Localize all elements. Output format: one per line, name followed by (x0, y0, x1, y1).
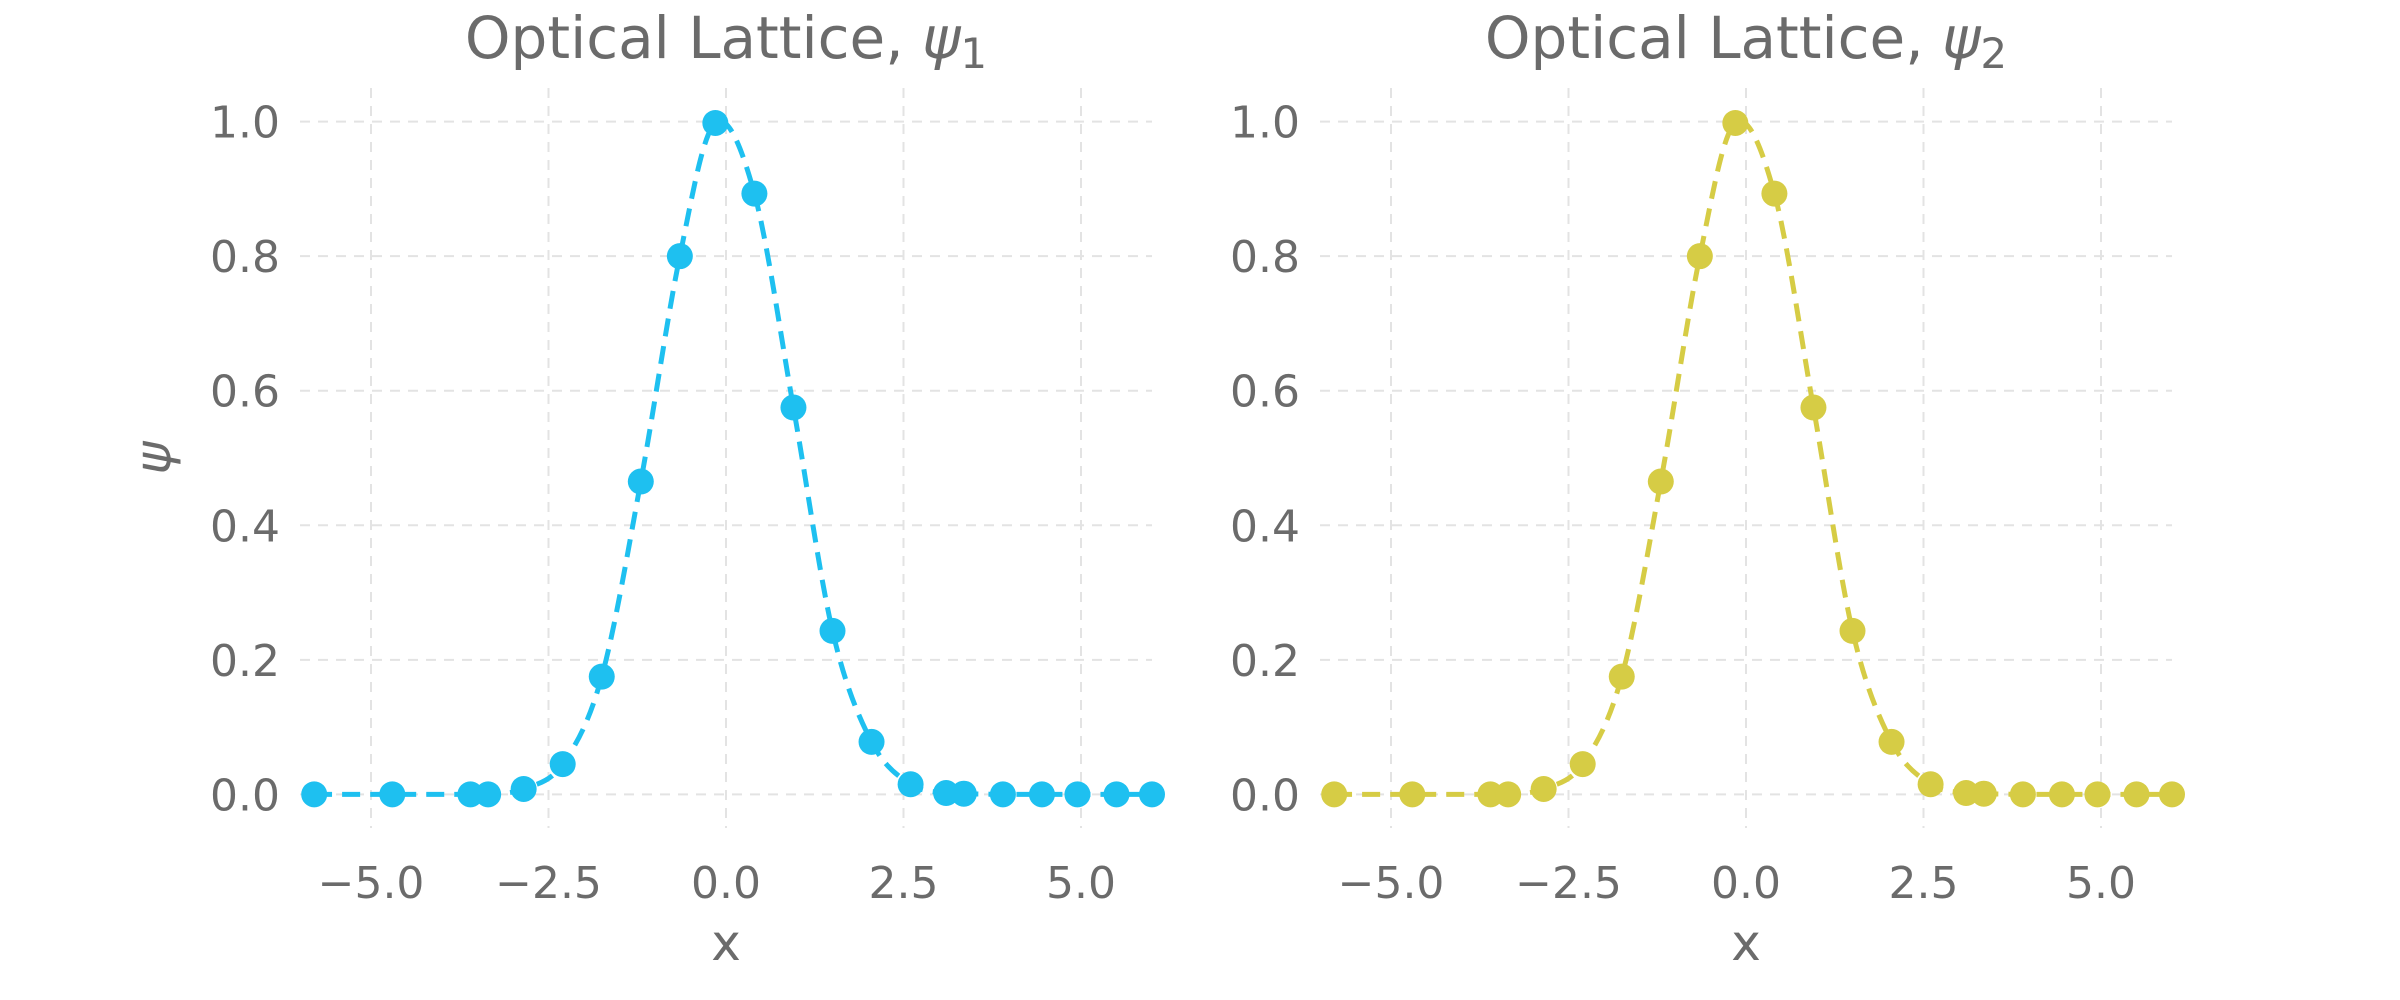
data-point (1569, 751, 1596, 778)
data-point (2123, 781, 2150, 808)
y-tick-label: 0.8 (1230, 232, 1300, 283)
x-tick-label: −2.5 (495, 858, 602, 909)
data-point (627, 468, 654, 495)
series-line (1334, 118, 2172, 798)
y-tick-label: 0.2 (210, 636, 280, 687)
data-point (1722, 109, 1749, 136)
data-point (1103, 781, 1130, 808)
y-tick-label: 1.0 (1230, 98, 1300, 149)
data-point (1399, 781, 1426, 808)
data-point (1970, 780, 1997, 807)
data-point (2048, 781, 2075, 808)
data-point (510, 775, 537, 802)
data-point (2084, 781, 2111, 808)
y-tick-label: 0.0 (210, 770, 280, 821)
data-point (549, 751, 576, 778)
x-tick-label: 0.0 (1711, 858, 1781, 909)
y-tick-label: 0.2 (1230, 636, 1300, 687)
data-point (301, 781, 328, 808)
data-point (1321, 781, 1348, 808)
data-point (1608, 663, 1635, 690)
x-tick-label: −5.0 (1338, 858, 1445, 909)
chart-title: Optical Lattice, ψ1 (465, 4, 987, 78)
y-tick-label: 0.4 (210, 501, 280, 552)
data-point (1064, 781, 1091, 808)
data-point (950, 780, 977, 807)
chart-panel-psi2: −5.0 −2.5 0.0 2.5 5.0 0.0 0.2 0.4 0.6 0.8 1.0 Optic… (1230, 4, 2185, 972)
y-tick-label: 0.6 (1230, 367, 1300, 418)
data-point (1878, 728, 1905, 755)
series-line (314, 118, 1152, 798)
y-tick-label: 1.0 (210, 98, 280, 149)
data-point (989, 781, 1016, 808)
x-tick-label: −2.5 (1515, 858, 1622, 909)
data-point (379, 781, 406, 808)
chart-panel-psi1: −5.0 −2.5 0.0 2.5 5.0 0.0 0.2 0.4 0.6 0.8 1.0 Optic… (124, 4, 1165, 972)
x-tick-label: −5.0 (318, 858, 425, 909)
data-point (1686, 243, 1713, 270)
data-point (475, 781, 502, 808)
data-point (1839, 617, 1866, 644)
x-tick-label: 5.0 (1046, 858, 1116, 909)
x-tick-label: 0.0 (691, 858, 761, 909)
data-point (2159, 781, 2185, 808)
y-axis-label: ψ (124, 440, 182, 474)
data-point (588, 663, 615, 690)
x-tick-label: 2.5 (1889, 858, 1959, 909)
y-tick-label: 0.8 (210, 232, 280, 283)
data-point (702, 109, 729, 136)
x-tick-label: 2.5 (869, 858, 939, 909)
data-point (819, 617, 846, 644)
data-point (1028, 781, 1055, 808)
data-point (2009, 781, 2036, 808)
x-axis-label: x (711, 914, 741, 972)
data-point (1647, 468, 1674, 495)
data-point (858, 728, 885, 755)
data-point (780, 394, 807, 421)
y-tick-label: 0.6 (210, 367, 280, 418)
data-point (1495, 781, 1522, 808)
chart-title: Optical Lattice, ψ2 (1485, 4, 2007, 78)
data-point (1800, 394, 1827, 421)
data-point (1917, 771, 1944, 798)
data-point (1139, 781, 1165, 808)
data-point (741, 180, 768, 207)
y-tick-label: 0.4 (1230, 501, 1300, 552)
data-point (1761, 180, 1788, 207)
x-tick-label: 5.0 (2066, 858, 2136, 909)
y-tick-label: 0.0 (1230, 770, 1300, 821)
data-point (1530, 775, 1557, 802)
data-point (897, 771, 924, 798)
data-point (666, 243, 693, 270)
x-axis-label: x (1731, 914, 1761, 972)
